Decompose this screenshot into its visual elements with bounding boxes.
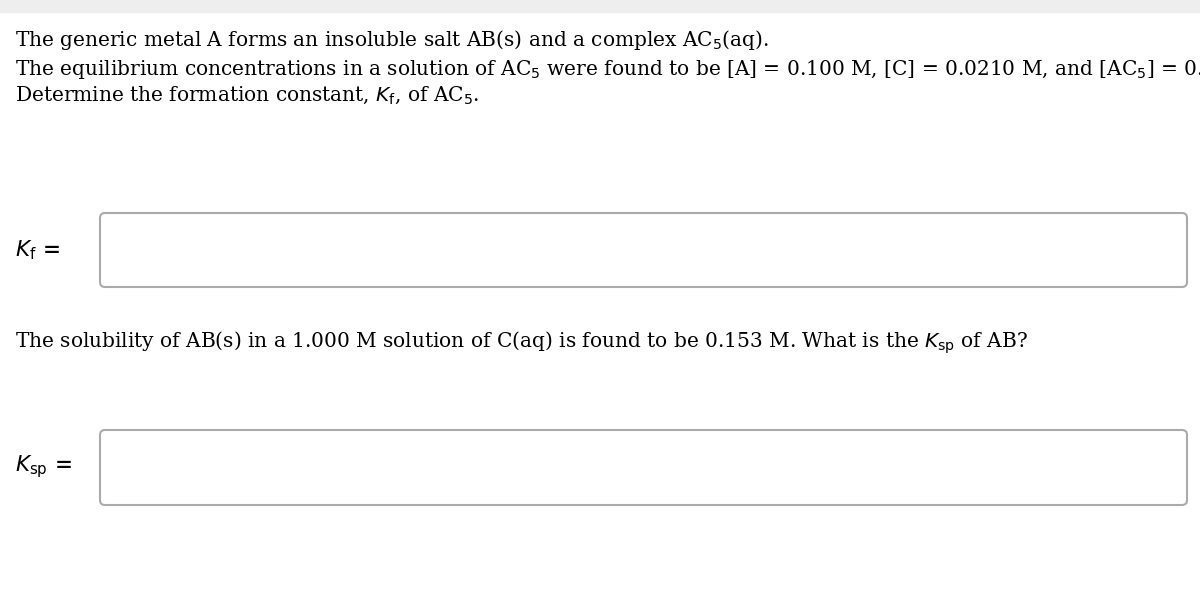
Text: $K_{\mathrm{f}}$ =: $K_{\mathrm{f}}$ =: [14, 238, 60, 262]
Text: The generic metal A forms an insoluble salt AB(s) and a complex AC$_5$(aq).: The generic metal A forms an insoluble s…: [14, 28, 769, 52]
FancyBboxPatch shape: [100, 430, 1187, 505]
Text: The equilibrium concentrations in a solution of AC$_5$ were found to be [A] = 0.: The equilibrium concentrations in a solu…: [14, 58, 1200, 81]
Text: $K_{\mathrm{sp}}$ =: $K_{\mathrm{sp}}$ =: [14, 454, 72, 481]
Text: Determine the formation constant, $K_{\mathrm{f}}$, of AC$_5$.: Determine the formation constant, $K_{\m…: [14, 84, 479, 106]
Text: The solubility of AB(s) in a 1.000 M solution of C(aq) is found to be 0.153 M. W: The solubility of AB(s) in a 1.000 M sol…: [14, 330, 1028, 356]
Bar: [0, 0, 1200, 12]
FancyBboxPatch shape: [100, 213, 1187, 287]
